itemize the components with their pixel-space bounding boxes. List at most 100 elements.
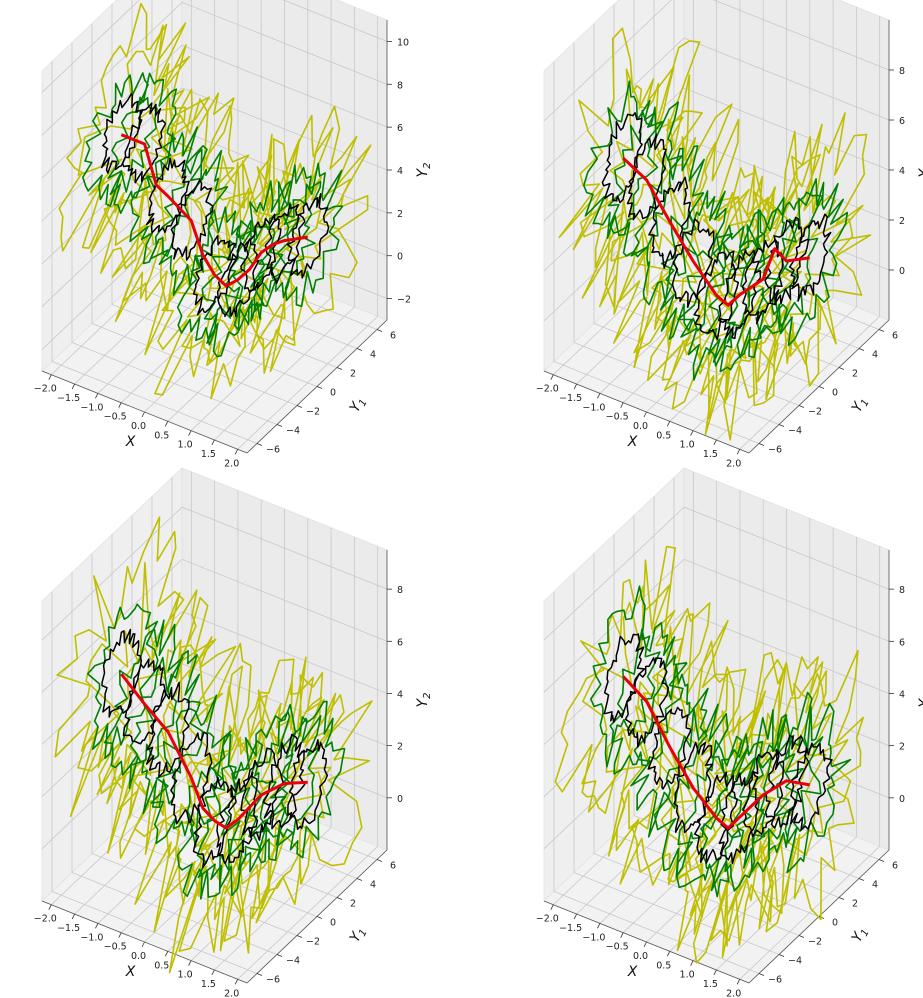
middle-contour: [267, 700, 346, 859]
x-tick-mark: [164, 421, 169, 427]
y1-axis-label: Y1: [849, 394, 872, 416]
middle-contour: [150, 148, 229, 297]
outer-contour: [631, 640, 764, 918]
x-gridline: [237, 546, 379, 980]
axes: −2.0−1.5−1.0−0.5 0.0 0.5 1.0 1.5 2.0 −6 −4 −2 0 2 4…: [34, 550, 433, 998]
x-tick-label: 1.5: [201, 449, 216, 460]
x-gridline: [599, 490, 741, 924]
mean-curve: [120, 672, 308, 830]
x-tick-mark: [188, 430, 192, 436]
x-gridline: [669, 518, 811, 952]
y1-tick-mark: [336, 897, 343, 900]
inner-contour: [122, 658, 167, 745]
x-gridline: [716, 537, 857, 971]
panes: [41, 0, 388, 454]
y1-tick-label: 4: [872, 880, 878, 891]
y1-tick-label: −4: [788, 426, 802, 437]
x-tick-label: 1.0: [178, 440, 193, 451]
middle-contour: [630, 145, 705, 306]
x-tick-label: −2.0: [536, 914, 559, 925]
x-gridline: [214, 537, 355, 971]
y1-tick-mark: [818, 386, 825, 389]
x-tick-mark: [141, 941, 145, 948]
x-tick-mark: [666, 951, 671, 957]
outer-contour: [200, 658, 332, 943]
x-tick-mark: [713, 969, 717, 976]
x-tick-mark: [188, 960, 192, 966]
y1-tick-label: 6: [390, 331, 396, 342]
subplot-bottom-left: −2.0−1.5−1.0−0.5 0.0 0.5 1.0 1.5 2.0 −6 −4 −2 0 2 4…: [34, 467, 433, 998]
y1-tick-mark: [256, 973, 263, 976]
x-gridline: [739, 546, 881, 980]
y1-tick-label: −6: [768, 975, 782, 986]
y1-gridline: [71, 42, 278, 425]
x-tick-label: −1.5: [559, 393, 582, 404]
y1-gridline: [151, 496, 358, 879]
y1-axis-subscript: 1: [357, 398, 370, 409]
middle-contour: [630, 663, 709, 838]
y1-tick-mark: [778, 424, 785, 427]
x-tick-label: 1.5: [703, 979, 718, 990]
y1-axis-subscript: 1: [859, 928, 872, 939]
inner-contour: [693, 771, 739, 864]
y2-gridline: [41, 130, 388, 265]
y1-tick-label: 2: [350, 369, 356, 380]
x-gridline: [51, 0, 192, 375]
y1-tick-label: −2: [808, 937, 822, 948]
y1-tick-mark: [316, 386, 323, 389]
outer-contour: [58, 2, 190, 252]
x-tick-mark: [620, 932, 624, 938]
y1-tick-label: −2: [306, 407, 320, 418]
outer-contour: [579, 40, 703, 315]
inner-contour: [790, 742, 833, 831]
y1-gridline: [111, 4, 318, 387]
x-tick-mark: [690, 430, 694, 436]
y1-axis-label: Y1: [347, 924, 370, 946]
y1-tick-label: −4: [788, 956, 802, 967]
y2-gridline: [41, 1, 388, 136]
x-axis-label: X: [627, 964, 638, 980]
middle-contour: [129, 649, 204, 815]
subplot-top-left: −2.0−1.5−1.0−0.5 0.0 0.5 1.0 1.5 2.0 −6 −4 −2 0 2 4…: [34, 0, 433, 469]
outer-contour: [77, 561, 217, 854]
y2-tick-label: 4: [899, 689, 905, 700]
y2-tick-label: 0: [397, 794, 403, 805]
y2-tick-label: 8: [397, 80, 403, 91]
x-tick-label: −1.0: [582, 402, 605, 413]
y1-gridline: [51, 61, 258, 444]
y1-tick-label: −2: [808, 407, 822, 418]
x-tick-mark: [164, 951, 169, 957]
middle-contour: [103, 619, 184, 790]
y1-tick-label: 6: [892, 331, 898, 342]
y1-tick-mark: [356, 878, 363, 881]
x-tick-label: 2.0: [224, 458, 239, 469]
y1-tick-mark: [878, 859, 885, 862]
y1-axis-label: Y1: [849, 924, 872, 946]
x-tick-mark: [643, 411, 647, 418]
inner-contour: [192, 776, 237, 869]
x-gridline: [97, 0, 239, 394]
x-tick-mark: [736, 449, 741, 455]
x-gridline: [190, 527, 332, 961]
y1-tick-label: 0: [832, 918, 838, 929]
middle-contour: [747, 191, 824, 339]
x-tick-mark: [95, 393, 99, 399]
y2-tick-label: 10: [397, 37, 409, 48]
y1-tick-mark: [296, 405, 303, 408]
inner-contour: [647, 706, 692, 790]
y2-gridline: [41, 44, 388, 179]
y2-tick-label: 8: [899, 66, 905, 77]
x-tick-label: −1.5: [559, 923, 582, 934]
x-tick-mark: [736, 979, 741, 985]
y2-gridline: [41, 0, 388, 93]
y2-gridline: [41, 558, 388, 693]
x-tick-mark: [597, 393, 601, 399]
x-tick-mark: [597, 923, 601, 929]
inner-contour: [603, 633, 646, 724]
x-tick-mark: [234, 449, 239, 455]
x-tick-label: 0.0: [131, 951, 146, 962]
x-tick-mark: [713, 439, 717, 446]
x-tick-mark: [71, 383, 75, 390]
y2-tick-label: 4: [397, 166, 403, 177]
x-tick-mark: [550, 374, 554, 380]
